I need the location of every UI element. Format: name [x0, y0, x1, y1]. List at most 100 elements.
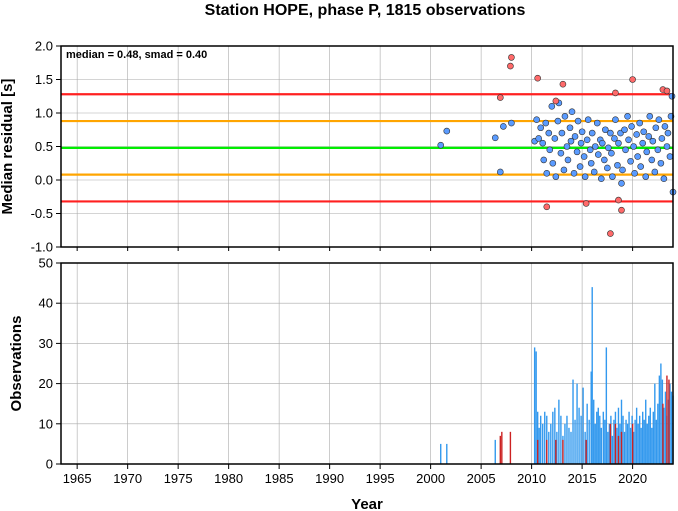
data-point: [630, 143, 637, 150]
stats-annotation: median = 0.48, smad = 0.40: [66, 49, 207, 61]
data-point: [657, 159, 665, 167]
observation-bar: [499, 435, 502, 464]
data-point: [661, 123, 669, 130]
observation-bar: [548, 431, 550, 464]
observation-bar: [629, 427, 632, 464]
observation-bar: [582, 387, 584, 464]
observation-bar: [643, 419, 645, 464]
observation-bar: [585, 439, 587, 464]
residual-panel: -1.0 -0.5 0.0 0.5 1.0 1.5 2.0 median = 0.48, s…: [0, 39, 677, 255]
data-point: [668, 92, 676, 100]
observation-bar: [560, 415, 562, 464]
data-point: [615, 196, 622, 204]
observation-bars: [440, 287, 674, 464]
observation-bar: [611, 435, 614, 464]
data-point: [563, 143, 571, 150]
observation-bar: [608, 423, 611, 464]
observation-bar: [536, 411, 539, 464]
observation-bar: [593, 399, 595, 464]
observation-bar: [655, 419, 658, 464]
data-point: [651, 168, 659, 176]
y-tick-label: 10: [39, 416, 53, 431]
observation-bar: [555, 439, 557, 464]
data-point: [590, 168, 598, 176]
observation-bar: [550, 423, 552, 464]
data-point: [611, 135, 618, 142]
observation-bar: [594, 423, 596, 464]
observation-bar: [626, 423, 629, 464]
data-point: [570, 170, 578, 177]
x-tick-label: 1990: [315, 471, 344, 486]
observation-bar: [631, 423, 634, 464]
data-point: [629, 76, 636, 83]
observation-bar: [616, 427, 618, 464]
data-point: [609, 173, 616, 180]
observation-bar: [657, 403, 659, 464]
data-point: [561, 113, 569, 120]
data-point: [631, 170, 638, 177]
data-point: [564, 156, 572, 164]
observation-bar: [670, 391, 673, 464]
residual-y-axis-label: Median residual [s]: [0, 79, 16, 215]
observation-bar: [562, 439, 564, 464]
data-point: [500, 123, 507, 130]
data-point: [658, 135, 666, 142]
data-point: [552, 97, 560, 105]
y-tick-label: -0.5: [31, 206, 53, 221]
data-point: [507, 62, 514, 70]
data-point: [663, 87, 671, 95]
data-point: [627, 157, 634, 165]
observation-bar: [645, 399, 647, 464]
data-point: [604, 164, 611, 172]
data-point: [578, 128, 586, 136]
observation-bar: [576, 383, 578, 464]
data-point: [437, 141, 445, 149]
data-point: [534, 74, 541, 82]
observation-bar: [664, 391, 667, 464]
observation-bar: [623, 431, 626, 464]
data-point: [646, 113, 654, 120]
y-tick-label: 0.5: [35, 139, 53, 154]
observation-bar: [600, 427, 602, 464]
data-point: [508, 119, 515, 127]
data-point: [637, 163, 644, 170]
data-point: [612, 89, 619, 97]
data-point: [614, 161, 621, 169]
observation-bar: [540, 415, 542, 464]
observation-bar: [566, 415, 568, 464]
data-point: [607, 230, 614, 237]
observation-bar: [542, 423, 544, 464]
observation-bar: [564, 423, 566, 464]
observation-bar: [632, 431, 635, 464]
data-point: [601, 156, 608, 164]
observations-plot-frame: [60, 262, 674, 465]
data-point: [591, 143, 599, 150]
data-point: [619, 166, 626, 174]
observation-bar: [509, 431, 512, 464]
observations-y-axis-label: Observations: [8, 316, 25, 412]
y-tick-label: 50: [39, 256, 53, 271]
data-point: [540, 156, 548, 164]
residual-grid: [61, 45, 673, 248]
x-tick-label: 1985: [265, 471, 294, 486]
data-point: [625, 136, 632, 144]
data-point: [549, 159, 557, 167]
data-point: [634, 153, 641, 160]
observation-bar: [554, 407, 556, 464]
observation-bar: [660, 363, 662, 464]
data-point: [628, 123, 635, 130]
observation-bar: [535, 351, 537, 464]
data-point: [548, 103, 556, 110]
data-point: [576, 163, 584, 170]
data-point: [543, 203, 551, 211]
residual-y-ticks: -1.0 -0.5 0.0 0.5 1.0 1.5 2.0: [31, 39, 634, 255]
y-tick-label: 20: [39, 376, 53, 391]
data-point: [567, 137, 575, 145]
data-point: [642, 173, 650, 180]
data-point: [593, 119, 601, 127]
observations-y-ticks: 0 10 20 30 40 50: [39, 256, 61, 472]
data-point: [554, 117, 562, 125]
observation-bar: [637, 423, 639, 464]
observation-bar: [619, 423, 621, 464]
data-point: [660, 175, 668, 182]
